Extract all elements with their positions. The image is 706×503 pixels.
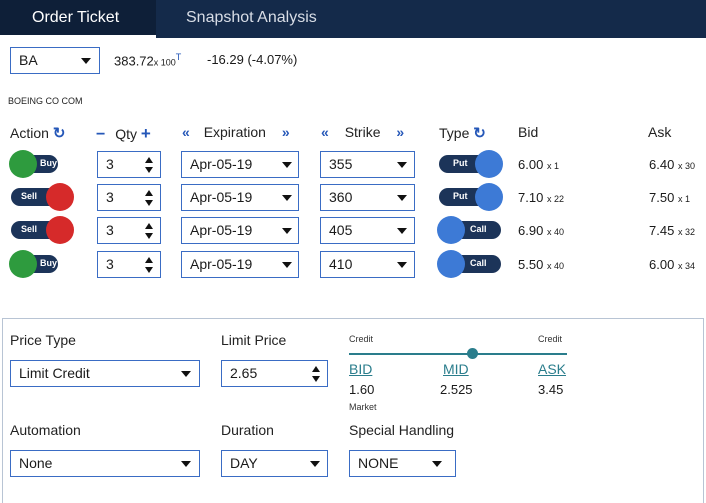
toggle-knob [475, 183, 503, 211]
company-name: BOEING CO COM [8, 96, 83, 106]
chevron-down-icon [397, 162, 407, 168]
chevron-down-icon [181, 371, 191, 377]
header-strike: « Strike » [321, 124, 405, 140]
header-qty: − Qty + [96, 124, 151, 143]
chevron-down-icon [432, 461, 442, 467]
limit-price-label: Limit Price [221, 332, 287, 348]
price-slider-track[interactable] [349, 353, 567, 355]
ask-quote: 6.00 x 34 [649, 257, 695, 272]
special-handling-label: Special Handling [349, 422, 455, 438]
double-chevron-left-icon[interactable]: « [182, 124, 190, 140]
spinner-icon[interactable] [145, 190, 153, 206]
toggle-knob [9, 250, 37, 278]
chevron-down-icon [397, 195, 407, 201]
strike-select[interactable]: 360 [320, 184, 415, 211]
qty-stepper[interactable]: 3 [97, 184, 161, 211]
chevron-down-icon [282, 162, 292, 168]
bid-quote: 7.10 x 22 [518, 190, 564, 205]
limit-price-stepper[interactable]: 2.65 [221, 360, 328, 387]
automation-label: Automation [10, 422, 81, 438]
tab-bar: Order Ticket Snapshot Analysis [0, 0, 706, 38]
order-settings-panel [2, 318, 704, 503]
type-toggle[interactable]: Put [439, 183, 503, 211]
price-change: -16.29 (-4.07%) [207, 52, 298, 67]
symbol-value: BA [19, 52, 38, 68]
action-toggle[interactable]: Buy [9, 250, 58, 278]
price-type-select[interactable]: Limit Credit [10, 360, 200, 387]
ask-link[interactable]: ASK [538, 361, 567, 377]
header-action: Action ↻ [10, 125, 66, 142]
expiration-select[interactable]: Apr-05-19 [181, 217, 299, 244]
chevron-down-icon [310, 461, 320, 467]
ask-quote: 7.45 x 32 [649, 223, 695, 238]
header-type: Type ↻ [439, 125, 486, 142]
chevron-down-icon [282, 262, 292, 268]
bid-quote: 5.50 x 40 [518, 257, 564, 272]
action-toggle[interactable]: Buy [9, 150, 58, 178]
type-toggle[interactable]: Put [439, 150, 503, 178]
automation-select[interactable]: None [10, 450, 200, 477]
ask-value: 3.45 [538, 382, 564, 397]
chevron-down-icon [181, 461, 191, 467]
chevron-down-icon [282, 195, 292, 201]
minus-icon[interactable]: − [96, 126, 106, 143]
double-chevron-left-icon[interactable]: « [321, 124, 329, 140]
action-toggle[interactable]: Sell [11, 216, 74, 244]
expiration-select[interactable]: Apr-05-19 [181, 151, 299, 178]
duration-label: Duration [221, 422, 274, 438]
header-bid: Bid [518, 124, 539, 140]
qty-stepper[interactable]: 3 [97, 217, 161, 244]
strike-select[interactable]: 355 [320, 151, 415, 178]
spinner-icon[interactable] [145, 223, 153, 239]
double-chevron-right-icon[interactable]: » [396, 124, 405, 140]
refresh-icon[interactable]: ↻ [52, 125, 66, 142]
bid-quote: 6.90 x 40 [518, 223, 564, 238]
type-toggle[interactable]: Call [437, 216, 501, 244]
mid-link[interactable]: MID [443, 361, 469, 377]
ask-quote: 7.50 x 1 [649, 190, 690, 205]
type-toggle[interactable]: Call [437, 250, 501, 278]
price-type-label: Price Type [10, 332, 76, 348]
toggle-knob [46, 183, 74, 211]
spinner-icon[interactable] [312, 366, 320, 382]
toggle-knob [46, 216, 74, 244]
duration-select[interactable]: DAY [221, 450, 328, 477]
chevron-down-icon [81, 58, 91, 64]
tab-order-ticket[interactable]: Order Ticket [0, 0, 156, 38]
bid-quote: 6.00 x 1 [518, 157, 559, 172]
expiration-select[interactable]: Apr-05-19 [181, 251, 299, 278]
slider-left-label: Credit [349, 334, 374, 344]
chevron-down-icon [397, 228, 407, 234]
toggle-knob [9, 150, 37, 178]
market-note: Market [349, 402, 377, 412]
ask-quote: 6.40 x 30 [649, 157, 695, 172]
bid-link[interactable]: BID [349, 361, 373, 377]
strike-select[interactable]: 410 [320, 251, 415, 278]
toggle-knob [475, 150, 503, 178]
action-toggle[interactable]: Sell [11, 183, 74, 211]
tab-snapshot-analysis[interactable]: Snapshot Analysis [186, 9, 317, 26]
qty-stepper[interactable]: 3 [97, 151, 161, 178]
double-chevron-right-icon[interactable]: » [281, 124, 290, 140]
header-expiration: « Expiration » [182, 124, 290, 140]
spinner-icon[interactable] [145, 257, 153, 273]
last-price: 383.72x 100T [114, 52, 182, 69]
chevron-down-icon [282, 228, 292, 234]
plus-icon[interactable]: + [140, 124, 151, 143]
spinner-icon[interactable] [145, 157, 153, 173]
price-slider-thumb[interactable] [467, 348, 478, 359]
toggle-knob [437, 216, 465, 244]
refresh-icon[interactable]: ↻ [473, 125, 486, 142]
expiration-select[interactable]: Apr-05-19 [181, 184, 299, 211]
special-handling-select[interactable]: NONE [349, 450, 456, 477]
toggle-knob [437, 250, 465, 278]
header-ask: Ask [648, 124, 672, 140]
mid-value: 2.525 [440, 382, 473, 397]
symbol-select[interactable]: BA [10, 47, 100, 74]
bid-value: 1.60 [349, 382, 375, 397]
strike-select[interactable]: 405 [320, 217, 415, 244]
chevron-down-icon [397, 262, 407, 268]
qty-stepper[interactable]: 3 [97, 251, 161, 278]
slider-right-label: Credit [538, 334, 563, 344]
